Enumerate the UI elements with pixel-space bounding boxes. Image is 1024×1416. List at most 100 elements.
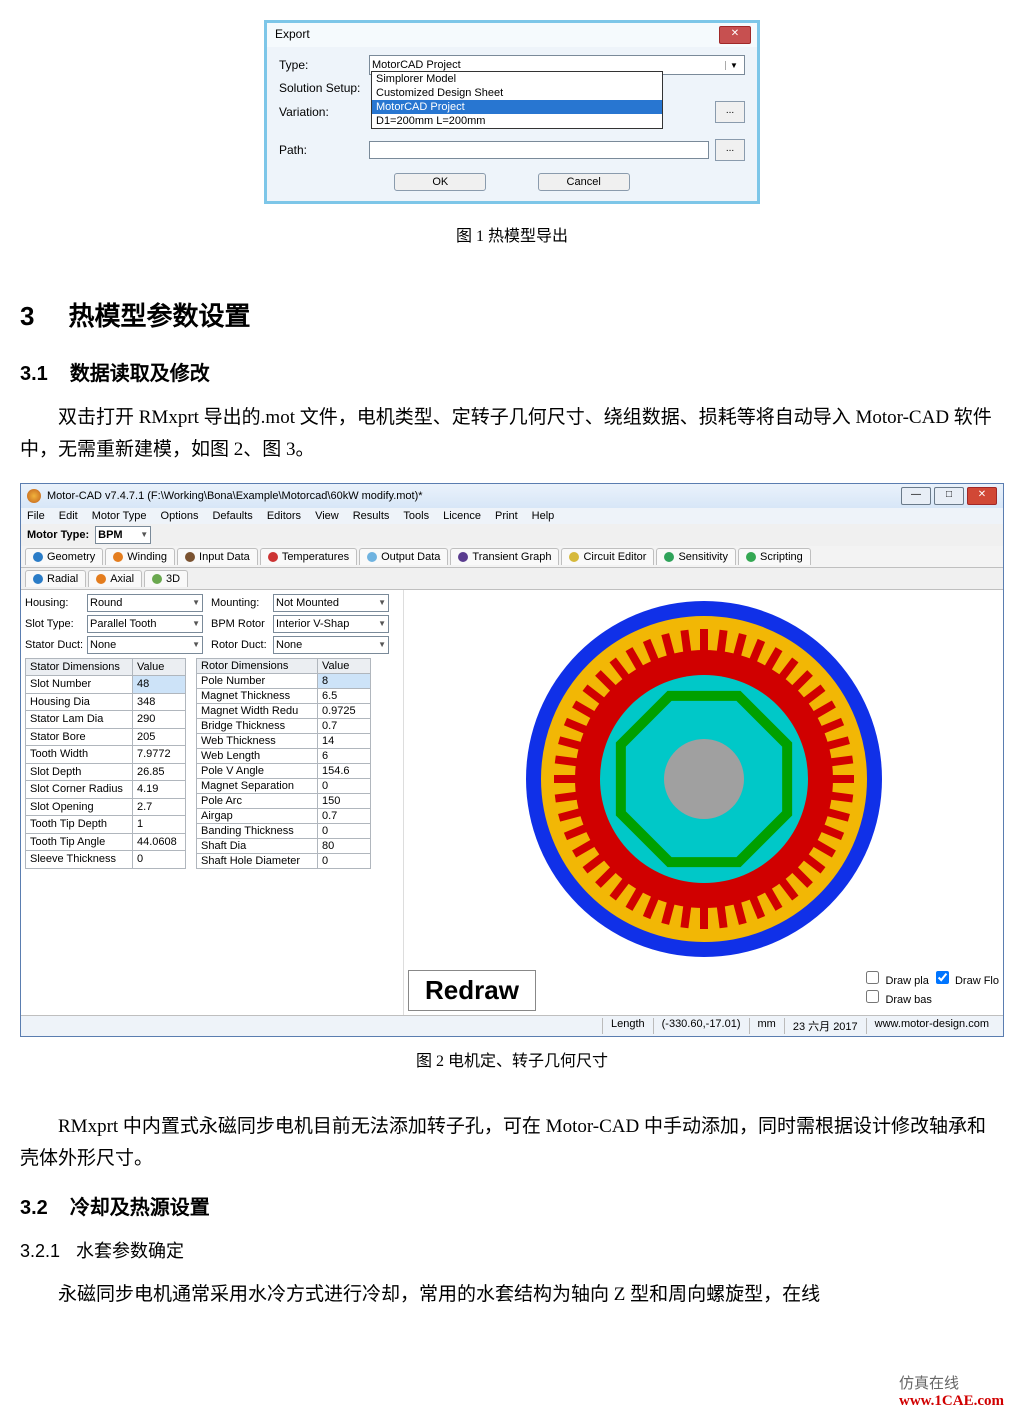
status-site: www.motor-design.com xyxy=(866,1018,997,1034)
chevron-down-icon: ▼ xyxy=(725,61,742,70)
ok-button[interactable]: OK xyxy=(394,173,486,191)
cancel-button[interactable]: Cancel xyxy=(538,173,630,191)
paragraph-after-fig2: RMxprt 中内置式永磁同步电机目前无法添加转子孔，可在 Motor-CAD … xyxy=(20,1111,1004,1176)
draw-pla-checkbox[interactable]: Draw pla xyxy=(862,975,928,987)
figure-1-caption: 图 1 热模型导出 xyxy=(20,222,1004,246)
tab-circuit-editor[interactable]: Circuit Editor xyxy=(561,548,654,565)
table-row[interactable]: Stator Lam Dia290 xyxy=(26,711,186,729)
variation-browse-button[interactable]: ... xyxy=(715,101,745,123)
tab-input-data[interactable]: Input Data xyxy=(177,548,258,565)
menu-print[interactable]: Print xyxy=(495,510,518,522)
tab-sensitivity[interactable]: Sensitivity xyxy=(656,548,736,565)
menu-options[interactable]: Options xyxy=(161,510,199,522)
table-row[interactable]: Banding Thickness0 xyxy=(197,823,371,838)
table-row[interactable]: Magnet Width Redu0.9725 xyxy=(197,703,371,718)
menu-edit[interactable]: Edit xyxy=(59,510,78,522)
status-coord: (-330.60,-17.01) xyxy=(653,1018,749,1034)
table-row[interactable]: Airgap0.7 xyxy=(197,808,371,823)
status-unit: mm xyxy=(749,1018,784,1034)
tab-geometry[interactable]: Geometry xyxy=(25,548,103,565)
table-row[interactable]: Pole V Angle154.6 xyxy=(197,763,371,778)
tab-winding[interactable]: Winding xyxy=(105,548,175,565)
table-row[interactable]: Web Length6 xyxy=(197,748,371,763)
type-label: Type: xyxy=(279,58,369,72)
menu-tools[interactable]: Tools xyxy=(403,510,429,522)
dropdown-item[interactable]: Simplorer Model xyxy=(372,72,662,86)
mcad-menubar: File Edit Motor Type Options Defaults Editors… xyxy=(21,508,1003,524)
table-row[interactable]: Web Thickness14 xyxy=(197,733,371,748)
table-row[interactable]: Slot Corner Radius4.19 xyxy=(26,781,186,799)
combo-statorduct[interactable]: None▼ xyxy=(87,636,203,654)
export-dialog-title: Export xyxy=(267,23,757,47)
rotor-dimensions-table: Rotor DimensionsValuePole Number8Magnet … xyxy=(196,658,371,869)
table-row[interactable]: Stator Bore205 xyxy=(26,728,186,746)
tab-transient-graph[interactable]: Transient Graph xyxy=(450,548,559,565)
table-row[interactable]: Shaft Hole Diameter0 xyxy=(197,853,371,868)
type-select-value: MotorCAD Project xyxy=(372,59,461,71)
combo-mounting[interactable]: Not Mounted▼ xyxy=(273,594,389,612)
combo-housing[interactable]: Round▼ xyxy=(87,594,203,612)
tab-output-data[interactable]: Output Data xyxy=(359,548,448,565)
motor-cross-section xyxy=(514,594,894,964)
paragraph-3-2-1: 永磁同步电机通常采用水冷方式进行冷却，常用的水套结构为轴向 Z 型和周向螺旋型，… xyxy=(20,1279,1004,1311)
section-3-2-1-heading: 3.2.1水套参数确定 xyxy=(20,1236,1004,1267)
table-row[interactable]: Slot Number48 xyxy=(26,676,186,694)
menu-help[interactable]: Help xyxy=(532,510,555,522)
window-close-icon[interactable]: ✕ xyxy=(967,487,997,505)
motorcad-icon xyxy=(27,489,41,503)
table-row[interactable]: Housing Dia348 xyxy=(26,693,186,711)
table-row[interactable]: Slot Depth26.85 xyxy=(26,763,186,781)
table-row[interactable]: Magnet Thickness6.5 xyxy=(197,688,371,703)
tab-scripting[interactable]: Scripting xyxy=(738,548,811,565)
menu-results[interactable]: Results xyxy=(353,510,390,522)
table-row[interactable]: Tooth Tip Depth1 xyxy=(26,816,186,834)
combo-rotorduct[interactable]: None▼ xyxy=(273,636,389,654)
menu-editors[interactable]: Editors xyxy=(267,510,301,522)
dropdown-item[interactable]: MotorCAD Project xyxy=(372,100,662,114)
draw-bas-checkbox[interactable]: Draw bas xyxy=(862,994,932,1006)
maximize-icon[interactable]: □ xyxy=(934,487,964,505)
path-input[interactable] xyxy=(369,141,709,159)
section-3-heading: 3热模型参数设置 xyxy=(20,296,1004,333)
motor-type-select[interactable]: BPM▼ xyxy=(95,526,151,544)
section-3-2-heading: 3.2冷却及热源设置 xyxy=(20,1191,1004,1220)
subtab-radial[interactable]: Radial xyxy=(25,570,86,587)
subtab-3d[interactable]: 3D xyxy=(144,570,188,587)
table-row[interactable]: Tooth Tip Angle44.0608 xyxy=(26,833,186,851)
table-row[interactable]: Sleeve Thickness0 xyxy=(26,851,186,869)
motor-type-label: Motor Type: xyxy=(27,529,89,541)
type-dropdown-list[interactable]: Simplorer ModelCustomized Design SheetMo… xyxy=(371,71,663,129)
stator-dimensions-table: Stator DimensionsValueSlot Number48Housi… xyxy=(25,658,186,869)
table-row[interactable]: Shaft Dia80 xyxy=(197,838,371,853)
table-row[interactable]: Magnet Separation0 xyxy=(197,778,371,793)
subtab-axial[interactable]: Axial xyxy=(88,570,142,587)
tab-temperatures[interactable]: Temperatures xyxy=(260,548,357,565)
footer-watermark: 仿真在线 www.1CAE.com xyxy=(899,1372,1004,1410)
menu-defaults[interactable]: Defaults xyxy=(212,510,252,522)
close-icon[interactable]: ✕ xyxy=(719,26,751,44)
table-row[interactable]: Bridge Thickness0.7 xyxy=(197,718,371,733)
mcad-statusbar: Length (-330.60,-17.01) mm 23 六月 2017 ww… xyxy=(21,1015,1003,1036)
menu-view[interactable]: View xyxy=(315,510,339,522)
dropdown-item[interactable]: D1=200mm L=200mm xyxy=(372,114,662,128)
table-row[interactable]: Pole Number8 xyxy=(197,673,371,688)
solution-label: Solution Setup: xyxy=(279,81,369,95)
dropdown-item[interactable]: Customized Design Sheet xyxy=(372,86,662,100)
combo-slottype[interactable]: Parallel Tooth▼ xyxy=(87,615,203,633)
path-browse-button[interactable]: ... xyxy=(715,139,745,161)
draw-flo-checkbox[interactable]: Draw Flo xyxy=(932,975,999,987)
mcad-title: Motor-CAD v7.4.7.1 (F:\Working\Bona\Exam… xyxy=(47,490,423,502)
table-row[interactable]: Pole Arc150 xyxy=(197,793,371,808)
mcad-sub-tabs: RadialAxial3D xyxy=(21,568,1003,590)
motorcad-window: Motor-CAD v7.4.7.1 (F:\Working\Bona\Exam… xyxy=(20,483,1004,1037)
table-row[interactable]: Tooth Width7.9772 xyxy=(26,746,186,764)
menu-licence[interactable]: Licence xyxy=(443,510,481,522)
redraw-button[interactable]: Redraw xyxy=(408,970,536,1011)
section-3-1-heading: 3.1数据读取及修改 xyxy=(20,357,1004,386)
table-row[interactable]: Slot Opening2.7 xyxy=(26,798,186,816)
minimize-icon[interactable]: — xyxy=(901,487,931,505)
status-date: 23 六月 2017 xyxy=(784,1018,866,1034)
menu-motor-type[interactable]: Motor Type xyxy=(92,510,147,522)
combo-bpmrotor[interactable]: Interior V-Shap▼ xyxy=(273,615,389,633)
menu-file[interactable]: File xyxy=(27,510,45,522)
